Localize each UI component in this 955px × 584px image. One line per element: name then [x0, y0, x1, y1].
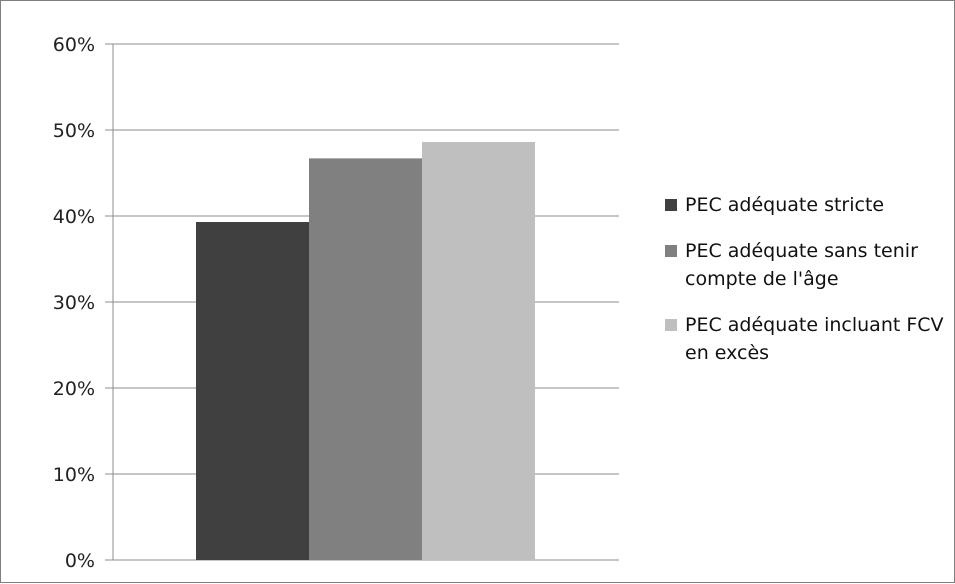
legend-item-2: PEC adéquate incluant FCV en excès — [663, 311, 948, 367]
y-tick-label-3: 30% — [53, 292, 95, 314]
legend-item-1: PEC adéquate sans tenir compte de l'âge — [663, 237, 948, 293]
bar-0 — [196, 222, 309, 560]
legend-swatch-0 — [665, 199, 677, 211]
legend-label-0: PEC adéquate stricte — [685, 194, 885, 216]
y-tick-label-5: 50% — [53, 120, 95, 142]
legend-swatch-2 — [665, 319, 677, 331]
bar-1 — [309, 158, 422, 560]
legend: PEC adéquate stricte PEC adéquate sans t… — [663, 191, 948, 385]
y-tick-label-6: 60% — [53, 34, 95, 56]
legend-label-2: PEC adéquate incluant FCV en excès — [685, 314, 944, 364]
y-tick-labels: 0% 10% 20% 30% 40% 50% 60% — [53, 34, 95, 572]
bars — [196, 142, 535, 561]
y-tick-label-2: 20% — [53, 378, 95, 400]
y-tick-label-4: 40% — [53, 206, 95, 228]
bar-2 — [422, 142, 535, 561]
legend-swatch-1 — [665, 245, 677, 257]
legend-item-0: PEC adéquate stricte — [663, 191, 948, 219]
y-tick-label-0: 0% — [65, 550, 95, 572]
legend-label-1: PEC adéquate sans tenir compte de l'âge — [685, 240, 918, 290]
y-tick-label-1: 10% — [53, 464, 95, 486]
